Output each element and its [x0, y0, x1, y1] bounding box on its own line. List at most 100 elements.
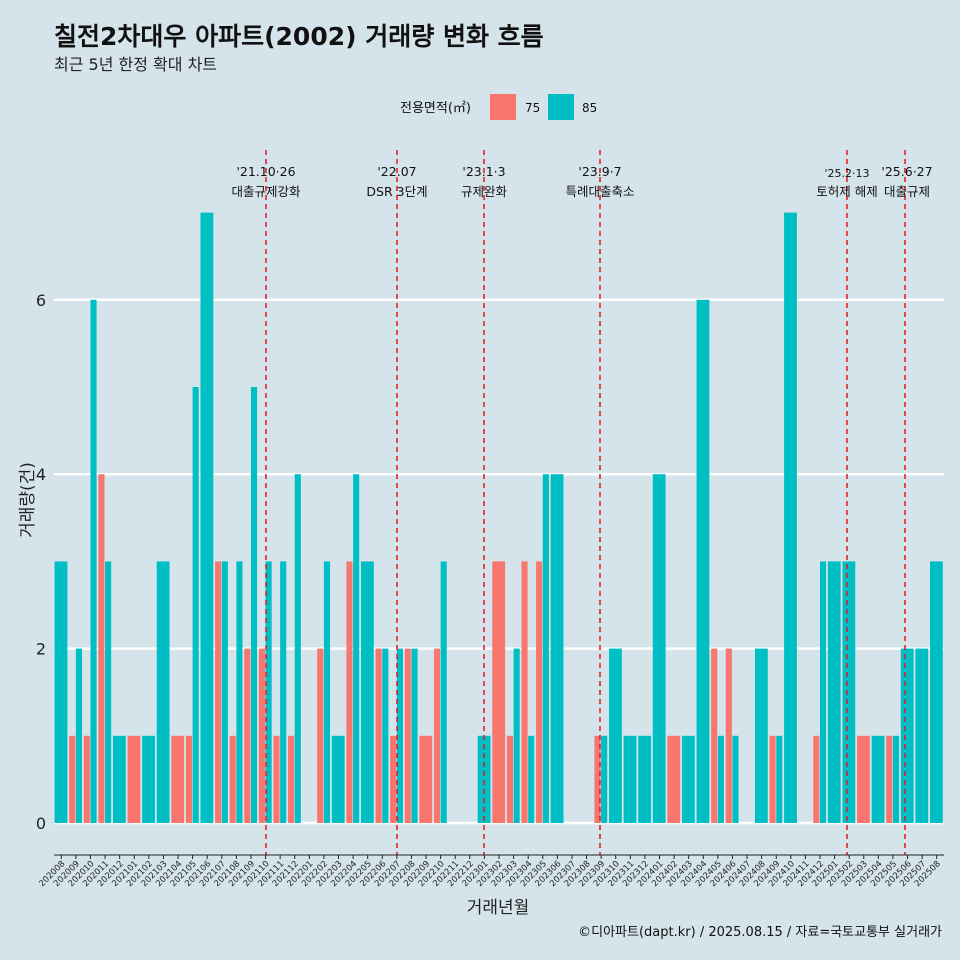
event-label: DSR 3단계: [366, 184, 427, 199]
bar-75-202402: [667, 735, 681, 823]
bar-85-202103: [156, 561, 170, 823]
bar-75-202409: [769, 735, 776, 823]
bar-85-202306: [550, 474, 564, 823]
bar-85-202102: [142, 735, 155, 823]
bar-75-202406: [725, 648, 732, 823]
event-annotations: '21.10·26 대출규제강화 '22.07 DSR 3단계 '23.1·3 규제완화 '…: [231, 164, 932, 199]
bar-85-202505: [892, 735, 900, 823]
bar-75-202202: [317, 648, 324, 823]
event-date: '25.6·27: [881, 164, 932, 179]
bar-85-202112: [294, 474, 301, 823]
bar-85-202107: [221, 561, 228, 823]
event-label: 대출규제: [884, 184, 930, 199]
bar-75-202105: [185, 735, 193, 823]
bar-85-202206: [382, 648, 389, 823]
bar-85-202410: [784, 212, 797, 824]
bar-75-202309: [594, 735, 601, 823]
bar-75-202303: [506, 735, 513, 823]
bar-85-202012: [112, 735, 126, 823]
bar-85-202508: [929, 561, 943, 823]
bar-75-202208: [404, 648, 411, 823]
bar-75-202204: [346, 561, 353, 823]
legend-swatch-85: [548, 94, 574, 120]
bar-85-202011: [105, 561, 112, 823]
bars: [54, 212, 943, 824]
event-lines: [265, 150, 906, 855]
bar-85-202311: [623, 735, 637, 823]
event-date: '22.07: [377, 164, 416, 179]
legend-label-85: 85: [582, 101, 597, 115]
x-axis: 2020082020092020102020112020122021012021…: [37, 854, 944, 889]
bar-75-202108: [229, 735, 236, 823]
bar-85-202305: [542, 474, 549, 823]
bar-85-202312: [638, 735, 652, 823]
bar-85-202109: [250, 387, 258, 823]
bar-75-202104: [171, 735, 185, 823]
event-label: 규제완화: [461, 184, 508, 199]
chart-subtitle: 최근 5년 한정 확대 차트: [54, 55, 217, 74]
bar-75-202112: [288, 735, 295, 823]
legend: 전용면적(㎡) 75 85: [400, 94, 597, 120]
bar-85-202210: [440, 561, 447, 823]
bar-75-202405: [711, 648, 718, 823]
event-label: 대출규제강화: [231, 184, 301, 199]
bar-85-202205: [360, 561, 374, 823]
bar-85-202207: [396, 648, 403, 823]
bar-85-202405: [717, 735, 724, 823]
bar-85-202310: [609, 648, 622, 823]
bar-75-202503: [857, 735, 870, 823]
bar-75-202107: [215, 561, 222, 823]
bar-85-202408: [754, 648, 768, 823]
event-label: 특례대출축소: [565, 184, 634, 199]
event-date: '25.2·13: [824, 167, 869, 180]
y-tick-label: 2: [36, 640, 46, 659]
bar-85-202506: [900, 648, 914, 823]
legend-label-75: 75: [525, 101, 540, 115]
bar-75-202412: [813, 735, 820, 823]
bar-85-202412: [819, 561, 827, 823]
bar-85-202008: [54, 561, 68, 823]
bar-85-202111: [280, 561, 287, 823]
event-date: '23.9·7: [578, 164, 621, 179]
bar-75-202305: [536, 561, 543, 823]
bar-85-202502: [842, 561, 856, 823]
bar-85-202303: [513, 648, 520, 823]
bar-75-202206: [375, 648, 382, 823]
bar-75-202209: [419, 735, 433, 823]
y-tick-label: 0: [36, 814, 46, 833]
y-axis-title: 거래량(건): [18, 462, 38, 538]
bar-85-202208: [411, 648, 418, 823]
bar-75-202304: [521, 561, 528, 823]
bar-75-202207: [390, 735, 397, 823]
bar-85-202202: [323, 561, 331, 823]
bar-85-202403: [681, 735, 695, 823]
legend-swatch-75: [490, 94, 516, 120]
bar-85-202304: [528, 735, 535, 823]
bar-85-202309: [601, 735, 608, 823]
bar-85-202106: [200, 212, 214, 824]
y-tick-label: 6: [36, 291, 46, 310]
bar-85-202501: [827, 561, 841, 823]
y-axis-ticks: 0 2 4 6: [36, 291, 46, 833]
bar-85-202204: [353, 474, 360, 823]
bar-85-202404: [696, 299, 710, 823]
bar-85-202009: [75, 648, 82, 823]
bar-75-202210: [433, 648, 441, 823]
bar-75-202011: [98, 474, 105, 823]
bar-75-202109: [244, 648, 251, 823]
bar-85-202110: [265, 561, 272, 823]
bar-75-202302: [492, 561, 506, 823]
bar-75-202110: [258, 648, 265, 823]
bar-85-202406: [732, 735, 739, 823]
bar-85-202504: [871, 735, 885, 823]
event-label: 토허제 해제: [816, 184, 877, 199]
bar-85-202105: [192, 387, 199, 823]
bar-85-202507: [915, 648, 929, 823]
event-date: '23.1·3: [462, 164, 505, 179]
legend-title: 전용면적(㎡): [400, 101, 471, 116]
bar-75-202111: [273, 735, 280, 823]
bar-85-202301: [477, 735, 491, 823]
y-tick-label: 4: [36, 465, 46, 484]
